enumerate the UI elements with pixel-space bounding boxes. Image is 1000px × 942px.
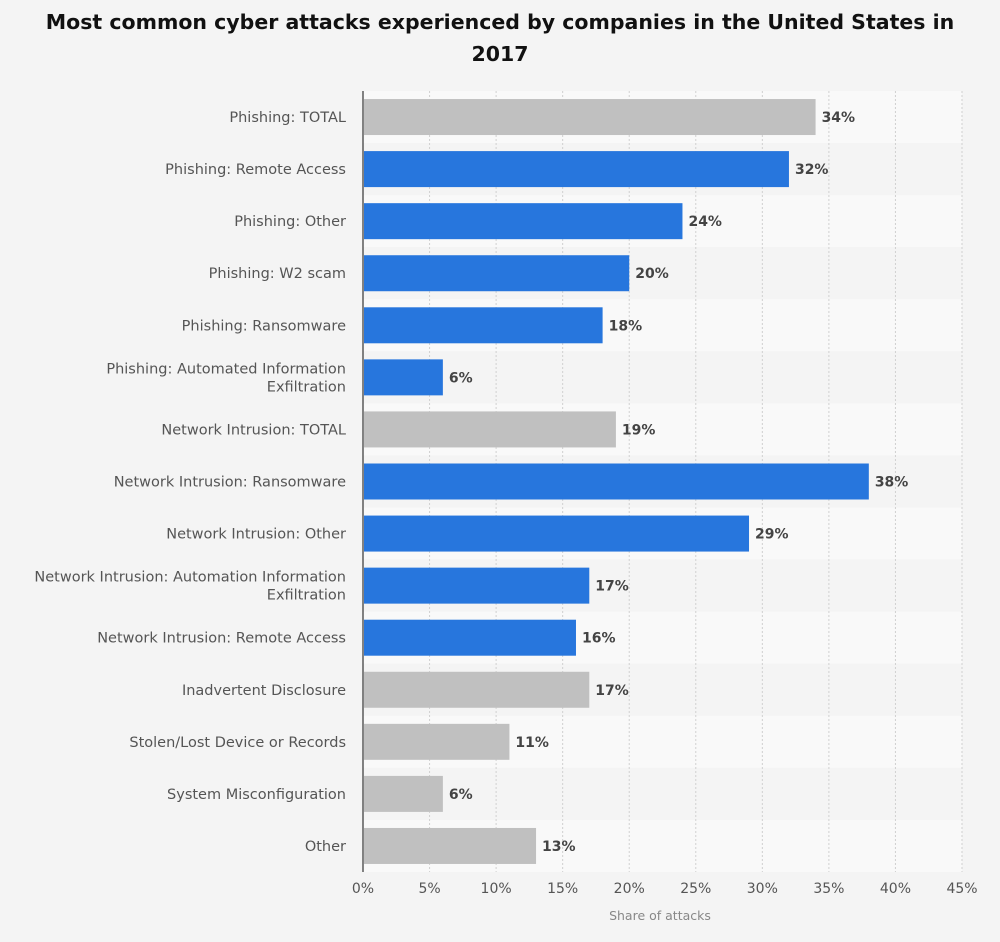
category-label: Phishing: W2 scam <box>209 266 346 282</box>
value-label: 19% <box>622 422 656 438</box>
value-label: 18% <box>609 318 643 334</box>
category-label: System Misconfiguration <box>167 787 346 803</box>
category-label: Network Intrusion: Remote Access <box>97 631 346 647</box>
category-label: Phishing: Other <box>234 214 346 230</box>
bar <box>364 515 750 552</box>
value-label: 16% <box>582 631 616 647</box>
value-label: 29% <box>755 527 789 543</box>
row-band <box>363 351 962 404</box>
x-tick-label: 25% <box>680 881 711 897</box>
bar <box>364 775 443 812</box>
category-label: Phishing: TOTAL <box>229 110 346 126</box>
category-label: Inadvertent Disclosure <box>182 683 346 699</box>
category-label: Stolen/Lost Device or Records <box>129 735 346 751</box>
category-label: Network Intrusion: Other <box>166 527 346 543</box>
value-label: 38% <box>875 475 909 491</box>
x-tick-label: 30% <box>747 881 778 897</box>
bar <box>364 671 590 708</box>
category-label: Phishing: Remote Access <box>165 162 346 178</box>
bar <box>364 307 603 344</box>
x-tick-label: 40% <box>880 881 911 897</box>
bar <box>364 827 537 864</box>
category-label: Phishing: Automated Information Exfiltrat… <box>106 361 346 395</box>
bar <box>364 567 590 604</box>
x-tick-label: 45% <box>946 881 977 897</box>
chart-title: Most common cyber attacks experienced by… <box>45 10 955 66</box>
category-label: Network Intrusion: Ransomware <box>114 475 346 491</box>
category-label: Phishing: Ransomware <box>182 318 346 334</box>
value-label: 11% <box>515 735 549 751</box>
bar <box>364 723 510 760</box>
value-label: 6% <box>449 787 473 803</box>
value-label: 20% <box>635 266 669 282</box>
value-label: 24% <box>688 214 722 230</box>
x-tick-label: 5% <box>418 881 440 897</box>
bar <box>364 99 816 136</box>
x-tick-label: 35% <box>813 881 844 897</box>
value-label: 6% <box>449 370 473 386</box>
bar <box>364 463 869 500</box>
bar <box>364 151 789 188</box>
bar <box>364 411 616 448</box>
value-label: 32% <box>795 162 829 178</box>
bar <box>364 359 443 396</box>
bar <box>364 619 576 656</box>
bar <box>364 255 630 292</box>
category-label: Network Intrusion: TOTAL <box>161 422 346 438</box>
category-label: Network Intrusion: Automation Informatio… <box>34 570 346 604</box>
value-label: 17% <box>595 579 629 595</box>
x-tick-label: 20% <box>614 881 645 897</box>
x-tick-label: 10% <box>481 881 512 897</box>
x-axis-title: Share of attacks <box>609 908 711 923</box>
value-label: 34% <box>822 110 856 126</box>
x-tick-label: 15% <box>547 881 578 897</box>
value-label: 13% <box>542 839 576 855</box>
row-band <box>363 767 962 820</box>
bar <box>364 203 683 240</box>
category-label: Other <box>305 839 346 855</box>
value-label: 17% <box>595 683 629 699</box>
x-tick-label: 0% <box>352 881 374 897</box>
